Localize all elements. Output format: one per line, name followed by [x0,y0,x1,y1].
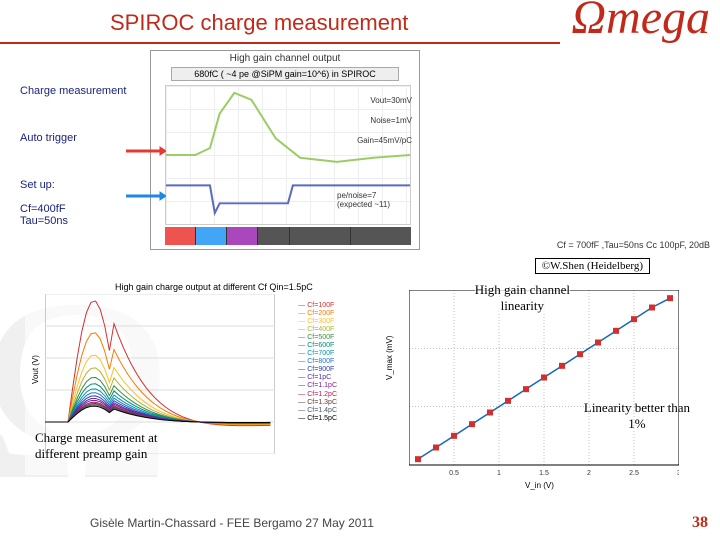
chart-left-title: High gain charge output at different Cf … [115,282,313,292]
scope-screenshot: High gain channel output 680fC ( ~4 pe @… [150,50,420,250]
svg-text:2: 2 [587,470,591,477]
scope-toolbar [165,227,411,245]
svg-text:2.5: 2.5 [629,470,639,477]
anno-vout: Vout=30mV [370,96,412,105]
label-setup: Set up: Cf=400fF Tau=50ns [20,179,126,227]
scope-params: Cf = 700fF ,Tau=50ns Cc 100pF, 20dB [557,240,710,250]
chart-left-legend: — Cf=100F— Cf=200F— Cf=300F— Cf=400F— Cf… [296,300,339,425]
scope-title: High gain channel output [151,51,419,66]
logo-omega: Ωmega [571,0,710,45]
label-charge-preamp: Charge measurement at different preamp g… [35,430,158,462]
side-labels: Charge measurement Auto trigger Set up: … [20,85,126,262]
label-charge-measurement: Charge measurement [20,85,126,97]
title-rule [0,42,560,44]
page-number: 38 [692,514,708,532]
scope-plot: Vout=30mV Noise=1mV Gain=45mV/pC pe/nois… [165,85,411,225]
label-high-gain-linearity: High gain channel linearity [475,282,570,314]
anno-pe: pe/noise=7 (expected ~11) [337,191,390,209]
anno-gain: Gain=45mV/pC [357,136,412,145]
svg-text:3: 3 [677,470,679,477]
label-linearity-1pct: Linearity better than 1% [584,400,690,432]
scope-subtitle: 680fC ( ~4 pe @SiPM gain=10^6) in SPIROC [171,67,399,81]
credit-box: ©W.Shen (Heidelberg) [535,258,650,274]
arrow-blue-icon [126,191,166,201]
arrow-red-icon [126,146,166,156]
label-auto-trigger: Auto trigger [20,132,126,144]
anno-noise: Noise=1mV [370,116,412,125]
svg-text:0.5: 0.5 [449,470,459,477]
footer-text: Gisèle Martin-Chassard - FEE Bergamo 27 … [90,516,374,530]
page-title: SPIROC charge measurement [110,10,408,36]
chart-right-xlabel: V_in (V) [525,481,554,490]
svg-text:1: 1 [497,470,501,477]
chart-left-ylabel: Vout (V) [31,355,40,384]
chart-right-ylabel: V_max (mV) [385,336,394,380]
svg-text:1.5: 1.5 [539,470,549,477]
